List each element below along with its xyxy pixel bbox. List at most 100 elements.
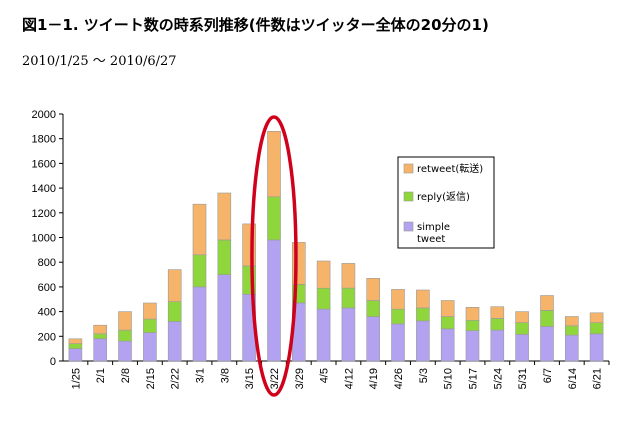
bar-segment — [93, 338, 107, 362]
bar-segment — [465, 306, 480, 321]
x-tick-label: 3/29 — [294, 368, 306, 389]
x-tick-label: 4/26 — [393, 368, 405, 389]
y-tick-label: 200 — [38, 331, 56, 343]
bar-segment — [564, 316, 579, 327]
x-tick-label: 2/1 — [95, 368, 107, 383]
bar-segment — [118, 340, 132, 362]
bar-segment — [118, 329, 132, 342]
bar-segment — [93, 324, 107, 335]
bar-segment — [341, 307, 356, 362]
bar-segment — [416, 289, 430, 309]
bar-segment — [416, 307, 430, 322]
bar-segment — [192, 203, 207, 256]
bar-segment — [589, 312, 604, 323]
bar-segment — [589, 322, 604, 335]
bar-segment — [267, 196, 281, 241]
legend-label: tweet — [417, 234, 445, 245]
y-tick-label: 800 — [38, 257, 56, 269]
bar-segment — [93, 333, 107, 339]
bar-segment — [564, 325, 579, 336]
bar-segment — [440, 300, 455, 317]
bar-segment — [167, 269, 182, 303]
bar-segment — [217, 239, 232, 275]
bar-segment — [316, 308, 331, 362]
legend-label: reply(返信) — [417, 191, 470, 203]
x-tick-label: 3/8 — [219, 368, 231, 383]
x-tick-label: 4/5 — [319, 368, 331, 383]
bar-segment — [217, 192, 232, 241]
bar-segment — [540, 326, 554, 362]
x-tick-label: 4/19 — [368, 368, 380, 389]
x-tick-label: 2/15 — [145, 368, 157, 389]
bar-segment — [465, 330, 480, 362]
bar-segment — [366, 277, 381, 301]
y-tick-label: 400 — [38, 307, 56, 319]
bar-segment — [267, 131, 281, 198]
bar-segment — [167, 301, 182, 322]
legend-swatch — [403, 163, 414, 174]
bar-segment — [515, 311, 529, 324]
y-tick-label: 1200 — [32, 208, 56, 220]
legend-swatch — [403, 221, 414, 232]
bar-segment — [143, 332, 157, 362]
x-tick-label: 6/14 — [567, 368, 579, 389]
bar-segment — [167, 321, 182, 362]
x-tick-label: 5/3 — [418, 368, 430, 383]
y-tick-label: 2000 — [32, 109, 56, 121]
bar-segment — [540, 310, 554, 327]
x-tick-label: 5/10 — [443, 368, 455, 389]
y-tick-label: 600 — [38, 282, 56, 294]
highlight-ellipse — [250, 115, 298, 397]
x-tick-label: 6/21 — [592, 368, 604, 389]
bar-segment — [192, 254, 207, 288]
bar-segment — [490, 329, 505, 362]
bar-segment — [391, 323, 405, 362]
bar-segment — [564, 334, 579, 362]
x-tick-label: 3/15 — [244, 368, 256, 389]
bar-segment — [416, 320, 430, 362]
bar-segment — [465, 319, 480, 332]
legend-label: simple — [417, 222, 450, 233]
bar-segment — [490, 318, 505, 331]
bar-segment — [341, 287, 356, 309]
legend-label: retweet(転送) — [417, 162, 483, 175]
y-tick-label: 1800 — [32, 134, 56, 146]
bar-segment — [68, 338, 83, 344]
x-tick-label: 2/8 — [120, 368, 132, 383]
bar-segment — [391, 289, 405, 310]
bar-segment — [267, 239, 281, 362]
chart-period: 2010/1/25 〜 2010/6/27 — [22, 54, 177, 69]
bar-segment — [366, 300, 381, 317]
x-tick-label: 2/22 — [170, 368, 182, 389]
x-tick-label: 3/22 — [269, 368, 281, 389]
x-tick-label: 1/25 — [70, 368, 82, 389]
bar-segment — [515, 322, 529, 335]
bar-segment — [515, 334, 529, 362]
y-tick-label: 0 — [50, 356, 56, 368]
y-tick-label: 1400 — [32, 183, 56, 195]
legend-box — [397, 156, 495, 249]
x-tick-label: 5/31 — [517, 368, 529, 389]
bar-segment — [143, 318, 157, 333]
bar-segment — [540, 295, 554, 311]
bar-segment — [440, 328, 455, 362]
bar-segment — [192, 286, 207, 362]
bar-segment — [589, 333, 604, 362]
y-tick-label: 1600 — [32, 158, 56, 170]
bar-segment — [341, 263, 356, 289]
bar-segment — [391, 308, 405, 325]
bar-segment — [316, 287, 331, 310]
bar-segment — [143, 302, 157, 320]
x-tick-label: 5/24 — [492, 368, 504, 389]
bar-segment — [366, 316, 381, 362]
bar-segment — [68, 348, 83, 362]
x-tick-label: 3/1 — [195, 368, 207, 383]
y-tick-label: 1000 — [32, 233, 56, 245]
bar-segment — [118, 311, 132, 331]
bar-segment — [217, 274, 232, 362]
x-tick-label: 5/17 — [468, 368, 480, 389]
x-tick-label: 4/12 — [343, 368, 355, 389]
bar-segment — [490, 306, 505, 319]
bar-segment — [68, 343, 83, 349]
